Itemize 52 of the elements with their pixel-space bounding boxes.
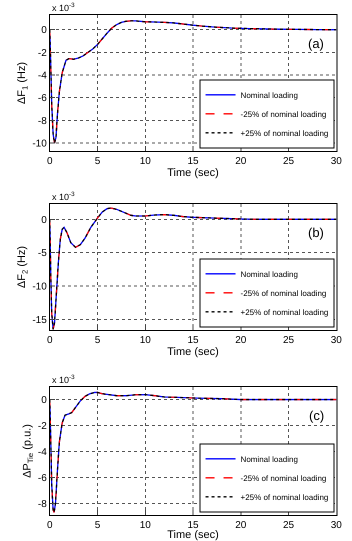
annotation: (a) (308, 36, 324, 51)
y-tick-label: -10 (32, 138, 48, 150)
x-tick-label: 20 (235, 520, 247, 531)
x-tick-label: 20 (235, 156, 247, 167)
y-tick-label: -4 (38, 70, 48, 82)
y-tick-label: 0 (41, 395, 48, 406)
legend-label: -25% of nominal loading (240, 474, 326, 483)
x-tick-label: 10 (140, 156, 152, 167)
y-tick-label: -10 (32, 282, 48, 292)
x-tick-label: 20 (235, 335, 247, 346)
legend-label: -25% of nominal loading (240, 288, 326, 298)
y-tick-label: -15 (32, 314, 48, 326)
y-tick-label: -8 (38, 116, 48, 127)
y-tick-label: 0 (41, 214, 48, 226)
line-series (50, 207, 336, 330)
text: x 10$^{-3}$ (52, 191, 76, 202)
legend-label: -25% of nominal loading (240, 110, 326, 119)
x-tick-label: 5 (94, 335, 101, 346)
y-tick-label: -8 (38, 498, 48, 510)
x-tick-label: 30 (330, 520, 342, 531)
x-tick-label: 10 (140, 520, 152, 531)
x-tick-label: 15 (187, 335, 200, 346)
x-tick-label: 25 (282, 335, 295, 346)
legend-label: Nominal loading (240, 454, 298, 464)
x-tick-label: 5 (94, 520, 101, 531)
annotation: (b) (308, 225, 324, 240)
x-axis-title: Time (sec) (167, 529, 219, 541)
x-tick-label: 30 (330, 156, 342, 167)
y-tick-label: -4 (38, 446, 48, 458)
y-tick-label: -2 (38, 421, 48, 432)
legend-label: +25% of nominal loading (240, 128, 328, 138)
legend-label: +25% of nominal loading (240, 308, 328, 317)
x-tick-label: 10 (140, 335, 152, 346)
x-tick-label: 30 (330, 335, 342, 346)
text: x 10$^{-3}$ (52, 374, 76, 385)
x-tick-label: 15 (187, 156, 200, 167)
annotation: (c) (309, 408, 324, 423)
x-tick-label: 15 (187, 520, 200, 531)
y-tick-label: 0 (41, 25, 48, 36)
x-axis-title: Time (sec) (167, 346, 219, 358)
x-tick-label: 25 (282, 156, 295, 167)
legend-label: +25% of nominal loading (240, 492, 328, 502)
y-tick-label: -5 (38, 248, 48, 260)
text: x 10$^{-3}$ (52, 2, 76, 13)
x-tick-label: 5 (94, 156, 101, 167)
y-tick-label: -6 (38, 93, 48, 104)
legend-label: Nominal loading (240, 270, 298, 279)
x-tick-label: 25 (282, 520, 295, 531)
y-tick-label: -6 (38, 472, 48, 484)
y-tick-label: -2 (38, 48, 48, 59)
x-axis-title: Time (sec) (167, 167, 219, 180)
legend-label: Nominal loading (240, 90, 298, 100)
